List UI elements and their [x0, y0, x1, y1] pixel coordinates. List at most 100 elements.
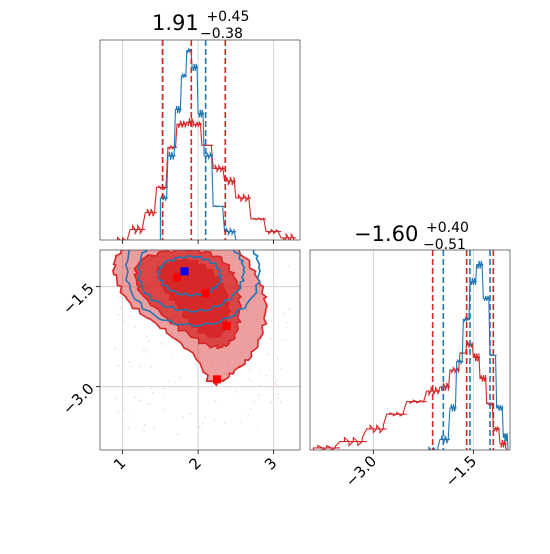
- joint-sample-point-128: [277, 325, 280, 328]
- joint-sample-point-112: [122, 409, 125, 411]
- joint-sample-point-124: [114, 398, 116, 400]
- joint-y-tick-label-0: −1.5: [59, 280, 97, 318]
- joint-sample-point-73: [119, 296, 121, 298]
- joint-sample-point-56: [197, 364, 199, 367]
- p1-histogram-content: [115, 40, 297, 240]
- joint-sample-point-136: [139, 400, 142, 402]
- joint-sample-point-149: [198, 426, 201, 428]
- joint-red-marker-1: [222, 322, 231, 330]
- joint-sample-point-36: [285, 326, 288, 328]
- joint-sample-point-91: [138, 298, 141, 301]
- joint-sample-point-115: [194, 363, 196, 366]
- joint-sample-point-76: [141, 311, 143, 314]
- joint-sample-point-57: [153, 427, 156, 429]
- joint-sample-point-142: [248, 368, 251, 370]
- joint-sample-point-38: [196, 407, 199, 410]
- joint-sample-point-125: [242, 299, 244, 302]
- joint-sample-point-83: [162, 387, 165, 390]
- joint-sample-point-32: [164, 408, 166, 411]
- p2-title-minus: −0.51: [423, 237, 466, 253]
- joint-panel: 1 2 3 −1.5 −3.0: [59, 249, 301, 474]
- p2-title-value: −1.60: [354, 222, 418, 246]
- joint-sample-point-151: [117, 411, 119, 414]
- joint-frame: [99, 249, 301, 451]
- joint-sample-point-8: [171, 353, 174, 356]
- joint-x-tick-label-2: 3: [261, 454, 280, 473]
- joint-sample-point-41: [277, 385, 280, 388]
- joint-sample-point-86: [199, 387, 201, 390]
- joint-sample-point-2: [124, 408, 126, 411]
- joint-sample-point-72: [144, 424, 147, 426]
- joint-sample-point-79: [121, 363, 124, 365]
- p2-histogram-ticks: −3.0 −1.5: [342, 450, 480, 491]
- joint-sample-point-148: [219, 364, 221, 366]
- joint-sample-point-42: [193, 340, 196, 343]
- joint-sample-point-133: [117, 313, 120, 316]
- p1-histogram-grid: [122, 40, 274, 240]
- joint-sample-point-68: [182, 416, 184, 418]
- p1-histogram-ticks: [122, 240, 274, 244]
- joint-sample-point-121: [247, 414, 250, 417]
- p2-x-tick-label-1: −1.5: [442, 452, 480, 490]
- joint-sample-point-111: [226, 373, 229, 375]
- joint-sample-point-87: [176, 433, 179, 436]
- joint-sample-point-65: [127, 427, 130, 430]
- joint-sample-point-144: [128, 314, 131, 317]
- joint-sample-point-12: [145, 351, 148, 353]
- joint-sample-point-50: [167, 345, 169, 347]
- joint-sample-point-1: [275, 384, 278, 386]
- joint-sample-point-93: [243, 282, 245, 285]
- joint-sample-point-39: [248, 378, 251, 381]
- joint-sample-point-10: [284, 311, 286, 314]
- joint-sample-point-45: [253, 401, 256, 403]
- joint-sample-point-145: [240, 351, 243, 353]
- joint-sample-point-78: [146, 335, 149, 338]
- joint-sample-point-3: [211, 365, 214, 368]
- joint-red-marker-0: [172, 273, 181, 282]
- joint-sample-point-106: [174, 381, 176, 384]
- p1-title-minus: −0.38: [200, 26, 243, 42]
- p1-histogram-panel: 1.91 +0.45 −0.38: [99, 9, 301, 244]
- joint-sample-point-74: [147, 402, 150, 405]
- joint-blue-marker-0: [180, 267, 189, 276]
- joint-sample-point-47: [204, 417, 206, 419]
- joint-sample-point-135: [256, 336, 259, 338]
- joint-sample-point-122: [284, 339, 287, 342]
- joint-sample-point-11: [257, 394, 260, 396]
- joint-sample-point-98: [123, 320, 126, 323]
- joint-sample-point-77: [235, 391, 238, 393]
- joint-sample-point-58: [168, 380, 170, 382]
- joint-sample-point-138: [258, 384, 261, 387]
- joint-sample-point-46: [163, 394, 166, 396]
- joint-sample-point-59: [144, 314, 147, 317]
- joint-sample-point-147: [276, 393, 279, 396]
- joint-sample-point-152: [128, 385, 131, 388]
- joint-sample-point-137: [255, 320, 258, 323]
- joint-sample-point-96: [276, 272, 279, 275]
- joint-sample-point-103: [143, 430, 145, 432]
- joint-sample-point-43: [151, 392, 154, 394]
- joint-sample-point-30: [286, 322, 289, 324]
- joint-sample-point-139: [148, 340, 151, 342]
- joint-sample-point-84: [130, 415, 133, 417]
- joint-sample-point-132: [249, 408, 252, 410]
- joint-sample-point-123: [132, 270, 135, 272]
- joint-sample-point-127: [150, 387, 153, 390]
- joint-sample-point-52: [256, 318, 258, 321]
- joint-sample-point-110: [150, 366, 153, 368]
- joint-x-tick-label-1: 2: [185, 454, 204, 473]
- joint-sample-point-49: [134, 396, 136, 399]
- p1-red-histogram: [115, 117, 297, 240]
- joint-blue-contour-1: [137, 250, 246, 313]
- joint-sample-point-6: [223, 422, 226, 424]
- joint-sample-point-114: [201, 422, 204, 425]
- joint-sample-point-108: [239, 421, 242, 423]
- joint-sample-point-69: [171, 332, 174, 335]
- joint-sample-point-117: [274, 382, 277, 384]
- joint-y-tick-label-1: −3.0: [59, 380, 97, 418]
- p1-histogram-frame: [99, 39, 301, 241]
- joint-sample-point-81: [189, 412, 192, 415]
- joint-sample-point-48: [139, 365, 141, 367]
- joint-sample-point-156: [280, 367, 282, 370]
- joint-content: [112, 250, 290, 436]
